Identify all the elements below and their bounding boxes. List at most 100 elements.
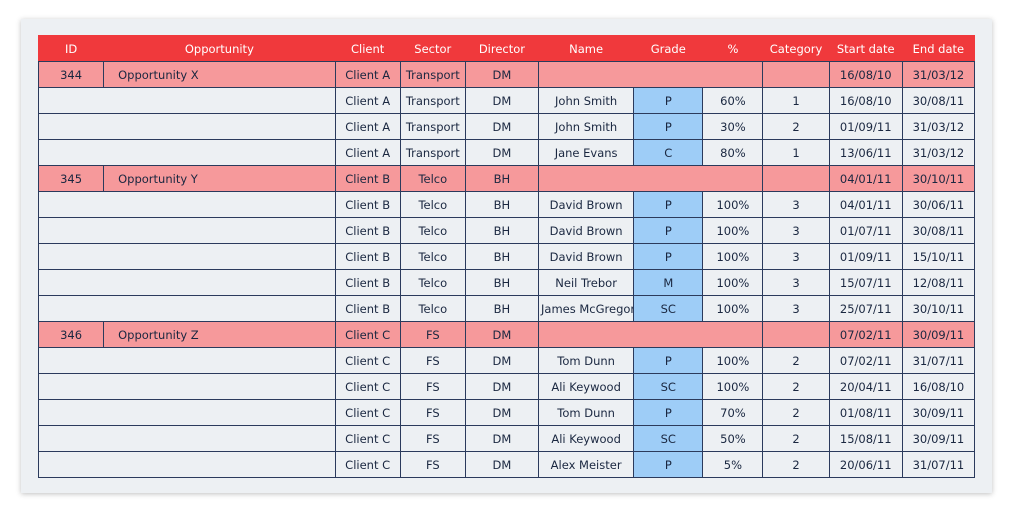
table-row[interactable]: Client C FS DM Tom Dunn P 100% 2 07/02/11 31/07/… <box>37 347 976 374</box>
percent-cell: 100% <box>702 269 764 296</box>
start-date-cell: 07/02/11 <box>828 347 903 374</box>
category-cell: 2 <box>762 347 830 374</box>
category-cell: 3 <box>762 217 830 244</box>
category-cell: 2 <box>762 399 830 426</box>
opportunity-title-cell: Opportunity Y <box>103 165 336 192</box>
end-date-cell: 30/09/11 <box>901 425 976 452</box>
end-date-cell: 30/08/11 <box>901 87 976 114</box>
percent-cell: 100% <box>702 295 764 322</box>
grade-cell: P <box>633 243 704 270</box>
opportunity-cell <box>103 87 336 114</box>
column-header-opportunity[interactable]: Opportunity <box>103 35 336 62</box>
grade-cell: C <box>633 139 704 166</box>
table-body: 344 Opportunity X Client A Transport DM 16/08… <box>37 61 976 478</box>
column-header-sector[interactable]: Sector <box>399 35 466 62</box>
director-cell: BH <box>464 269 540 296</box>
director-cell: BH <box>464 191 540 218</box>
table-row[interactable]: Client B Telco BH Neil Trebor M 100% 3 15/07/11… <box>37 269 976 296</box>
opportunity-row[interactable]: 346 Opportunity Z Client C FS DM 07/02/11 30/0… <box>37 321 976 348</box>
percent-cell: 60% <box>702 87 764 114</box>
client-cell: Client B <box>334 243 401 270</box>
table-row[interactable]: Client C FS DM Ali Keywood SC 100% 2 20/04/11 16… <box>37 373 976 400</box>
table-row[interactable]: Client A Transport DM John Smith P 60% 1 16/08/… <box>37 87 976 114</box>
opportunity-row[interactable]: 345 Opportunity Y Client B Telco BH 04/01/11 3… <box>37 165 976 192</box>
column-header-client[interactable]: Client <box>334 35 401 62</box>
sector-cell: Telco <box>399 243 466 270</box>
end-date-cell: 16/08/10 <box>901 373 976 400</box>
director-cell: DM <box>464 451 540 478</box>
category-cell: 3 <box>762 243 830 270</box>
end-date-cell: 30/09/11 <box>901 399 976 426</box>
percent-cell: 70% <box>702 399 764 426</box>
column-header-end-date[interactable]: End date <box>901 35 976 62</box>
column-header-name[interactable]: Name <box>538 35 635 62</box>
opportunities-table: ID Opportunity Client Sector Director Na… <box>37 35 976 478</box>
client-cell: Client A <box>334 139 401 166</box>
percent-cell: 80% <box>702 139 764 166</box>
column-header-category[interactable]: Category <box>762 35 830 62</box>
category-cell: 2 <box>762 113 830 140</box>
category-cell: 1 <box>762 139 830 166</box>
column-header-percent[interactable]: % <box>702 35 764 62</box>
grade-cell: P <box>633 451 704 478</box>
category-cell: 2 <box>762 373 830 400</box>
opportunity-row[interactable]: 344 Opportunity X Client A Transport DM 16/08… <box>37 61 976 88</box>
end-date-cell: 30/10/11 <box>901 165 976 192</box>
name-cell: John Smith <box>538 113 635 140</box>
start-date-cell: 04/01/11 <box>828 191 903 218</box>
table-row[interactable]: Client C FS DM Tom Dunn P 70% 2 01/08/11 30/09/1… <box>37 399 976 426</box>
percent-cell: 5% <box>702 451 764 478</box>
client-cell: Client C <box>334 321 401 348</box>
column-header-director[interactable]: Director <box>464 35 540 62</box>
grade-cell: P <box>633 191 704 218</box>
director-cell: BH <box>464 165 540 192</box>
opportunity-cell <box>103 425 336 452</box>
id-cell <box>37 87 104 114</box>
id-cell <box>37 217 104 244</box>
category-cell: 3 <box>762 191 830 218</box>
table-row[interactable]: Client B Telco BH David Brown P 100% 3 01/07/11… <box>37 217 976 244</box>
sector-cell: Telco <box>399 269 466 296</box>
start-date-cell: 01/09/11 <box>828 243 903 270</box>
id-cell <box>37 113 104 140</box>
start-date-cell: 25/07/11 <box>828 295 903 322</box>
end-date-cell: 30/08/11 <box>901 217 976 244</box>
table-row[interactable]: Client B Telco BH David Brown P 100% 3 04/01/11… <box>37 191 976 218</box>
table-row[interactable]: Client B Telco BH David Brown P 100% 3 01/09/11… <box>37 243 976 270</box>
director-cell: BH <box>464 243 540 270</box>
column-header-id[interactable]: ID <box>37 35 105 62</box>
table-row[interactable]: Client C FS DM Alex Meister P 5% 2 20/06/11 31/0… <box>37 451 976 478</box>
director-cell: DM <box>464 399 540 426</box>
id-cell <box>37 451 104 478</box>
name-cell: David Brown <box>538 191 635 218</box>
director-cell: BH <box>464 217 540 244</box>
opportunity-cell <box>103 295 336 322</box>
column-header-grade[interactable]: Grade <box>633 35 704 62</box>
start-date-cell: 15/08/11 <box>828 425 903 452</box>
percent-cell: 100% <box>702 217 764 244</box>
percent-cell: 50% <box>702 425 764 452</box>
director-cell: DM <box>464 113 540 140</box>
table-row[interactable]: Client A Transport DM John Smith P 30% 2 01/09/… <box>37 113 976 140</box>
director-cell: DM <box>464 425 540 452</box>
sector-cell: Transport <box>399 139 466 166</box>
director-cell: BH <box>464 295 540 322</box>
column-header-start-date[interactable]: Start date <box>828 35 903 62</box>
sector-cell: Transport <box>399 113 466 140</box>
table-row[interactable]: Client C FS DM Ali Keywood SC 50% 2 15/08/11 30/… <box>37 425 976 452</box>
percent-cell: 100% <box>702 373 764 400</box>
start-date-cell: 01/09/11 <box>828 113 903 140</box>
category-cell: 2 <box>762 451 830 478</box>
opportunity-summary-blank-cell <box>538 61 764 88</box>
opportunity-title-cell: Opportunity X <box>103 61 336 88</box>
opportunity-cell <box>103 243 336 270</box>
start-date-cell: 20/06/11 <box>828 451 903 478</box>
name-cell: Tom Dunn <box>538 399 635 426</box>
grade-cell: P <box>633 399 704 426</box>
grade-cell: SC <box>633 295 704 322</box>
table-row[interactable]: Client A Transport DM Jane Evans C 80% 1 13/06/… <box>37 139 976 166</box>
end-date-cell: 30/06/11 <box>901 191 976 218</box>
table-row[interactable]: Client B Telco BH James McGregor SC 100% 3 25/0… <box>37 295 976 322</box>
grade-cell: P <box>633 347 704 374</box>
opportunity-cell <box>103 347 336 374</box>
